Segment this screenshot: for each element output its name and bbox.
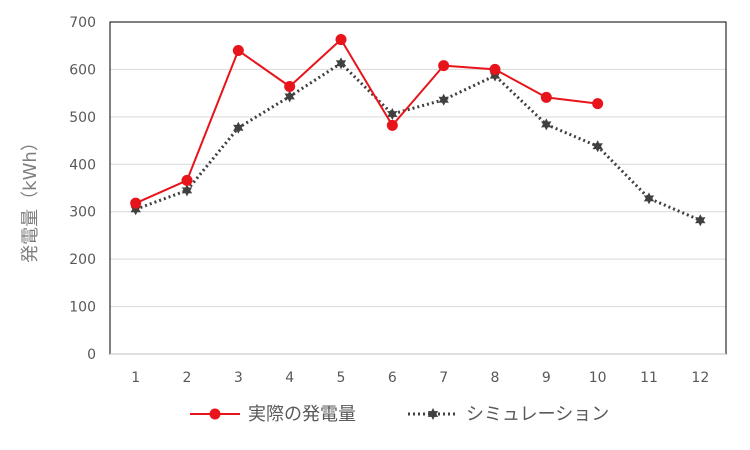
legend-marker <box>209 408 221 420</box>
data-point <box>130 203 141 216</box>
series-simulation <box>130 57 706 227</box>
data-point <box>233 121 244 134</box>
legend: 実際の発電量 シミュレーション <box>190 404 609 425</box>
data-point <box>335 34 347 46</box>
x-tick-label: 12 <box>691 370 709 386</box>
y-tick-label: 600 <box>69 62 96 78</box>
data-point <box>438 93 449 106</box>
data-point <box>541 118 552 131</box>
legend-item-simulation: シミュレーション <box>408 404 609 425</box>
data-point <box>592 98 604 110</box>
plot-area-border <box>109 21 727 355</box>
y-tick-label: 500 <box>69 110 96 126</box>
data-point <box>335 57 347 70</box>
y-tick-label: 0 <box>87 347 96 363</box>
y-tick-label: 200 <box>69 252 96 268</box>
y-axis-tick-labels: 0 100 200 300 400 500 600 700 <box>69 15 96 363</box>
x-tick-label: 4 <box>285 370 294 386</box>
data-point <box>592 140 603 153</box>
series-actual-line <box>135 38 598 205</box>
x-tick-label: 3 <box>234 370 243 386</box>
x-tick-label: 10 <box>589 370 607 386</box>
y-axis-title: 発電量（kWh） <box>20 133 41 263</box>
data-point <box>387 108 398 120</box>
x-tick-label: 9 <box>542 370 551 386</box>
y-tick-label: 400 <box>69 157 96 173</box>
legend-label: シミュレーション <box>466 404 609 425</box>
legend-item-actual: 実際の発電量 <box>190 404 356 425</box>
data-point <box>181 174 193 186</box>
x-tick-label: 5 <box>337 370 346 386</box>
x-tick-label: 11 <box>640 370 658 386</box>
data-point <box>130 197 142 209</box>
x-tick-label: 2 <box>183 370 192 386</box>
legend-marker <box>427 408 439 420</box>
x-tick-label: 7 <box>439 370 448 386</box>
data-point <box>232 44 244 56</box>
data-point <box>284 81 296 93</box>
data-point <box>643 192 655 205</box>
series-actual <box>130 34 604 209</box>
x-tick-label: 6 <box>388 370 397 386</box>
data-point <box>540 91 552 103</box>
data-point <box>284 90 295 103</box>
y-tick-label: 100 <box>69 300 96 316</box>
data-point <box>438 60 450 72</box>
x-tick-label: 8 <box>491 370 500 386</box>
data-point <box>695 214 706 227</box>
data-point <box>489 63 501 75</box>
data-point <box>181 184 193 197</box>
series-layer <box>130 34 706 227</box>
legend-label: 実際の発電量 <box>248 404 356 425</box>
y-tick-label: 300 <box>69 205 96 221</box>
data-point <box>489 69 501 82</box>
data-point <box>386 119 398 131</box>
y-tick-label: 700 <box>69 15 96 31</box>
series-simulation-line <box>135 61 701 222</box>
gridlines <box>109 21 727 355</box>
x-tick-label: 1 <box>131 370 140 386</box>
x-axis-tick-labels: 1 2 3 4 5 6 7 8 9 10 11 12 <box>131 370 709 386</box>
